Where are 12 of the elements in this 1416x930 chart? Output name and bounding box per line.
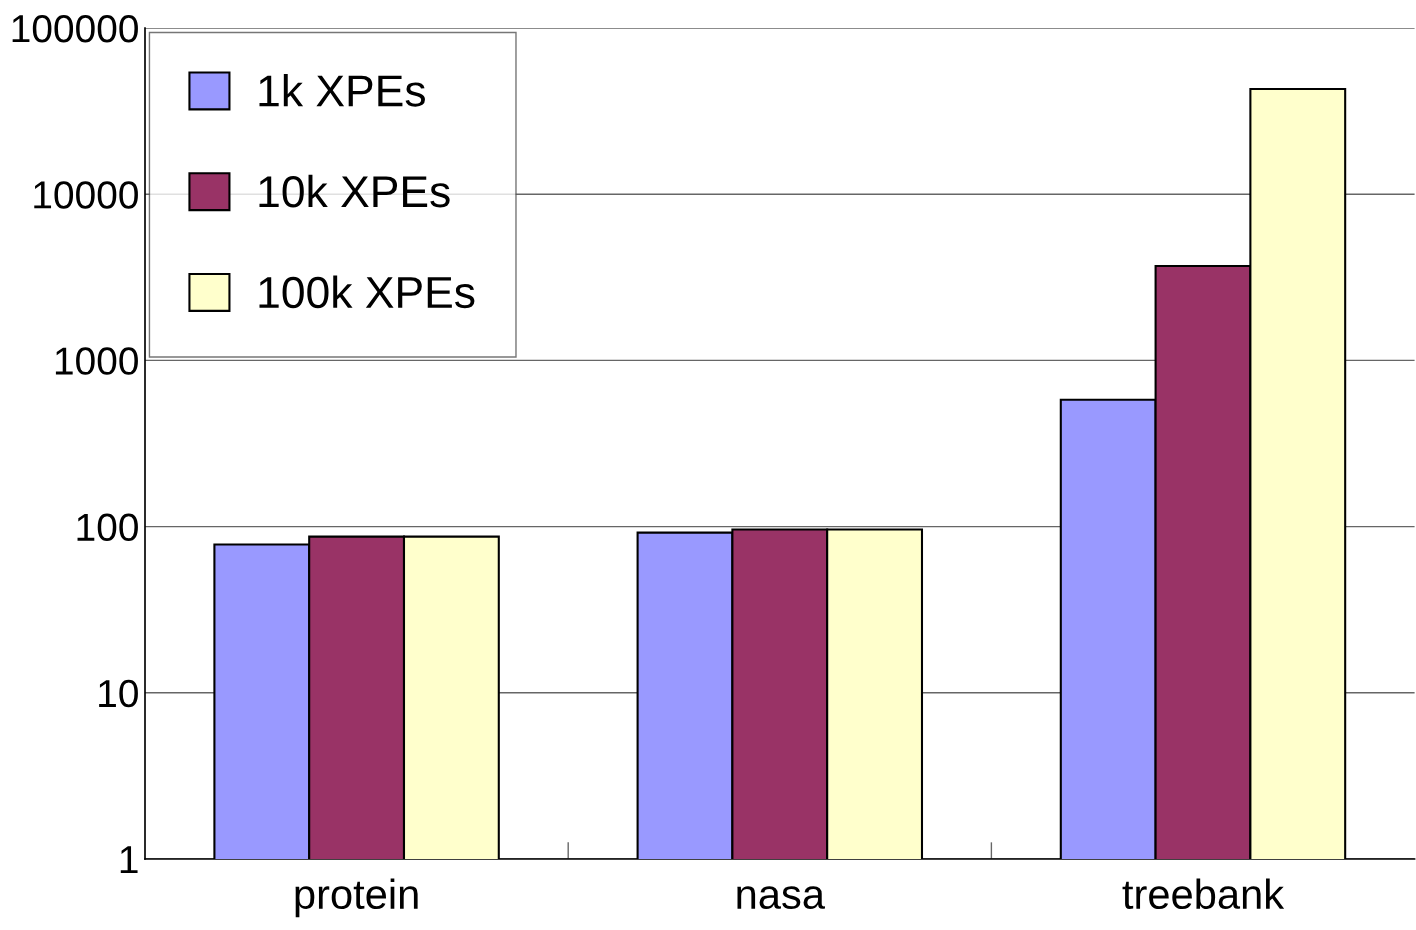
y-tick-label: 10000 [34, 181, 138, 209]
y-tick-label: 100 [77, 513, 138, 542]
y-tick-label: 100000 [12, 14, 138, 43]
legend-label: 10k XPEs [259, 174, 450, 208]
legend-label: 1k XPEs [259, 74, 425, 107]
x-tick-label: treebank [1122, 878, 1285, 910]
y-tick-label: 1 [120, 846, 138, 874]
y-tick-label: 10 [99, 679, 138, 708]
x-tick-label: nasa [737, 886, 825, 910]
y-tick-label: 1000 [55, 347, 138, 375]
x-tick-label: protein [295, 878, 418, 918]
legend-label: 100k XPEs [259, 275, 475, 309]
